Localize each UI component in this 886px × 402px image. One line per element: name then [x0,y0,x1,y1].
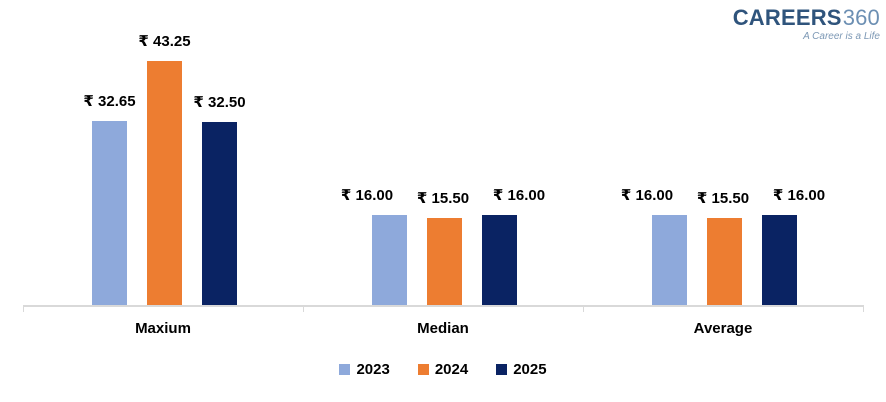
value-label-2024-average: ₹ 15.50 [696,190,750,207]
careers360-logo: CAREERS360 A Career is a Life [733,7,880,42]
logo-tagline: A Career is a Life [803,31,880,42]
logo-suffix-text: 360 [842,5,880,30]
value-label-2024-maxium: ₹ 43.25 [138,33,191,50]
legend-label-2023: 2023 [356,361,390,378]
category-label-maxium: Maxium [135,320,191,337]
legend-swatch-2023 [339,364,351,375]
value-label-2025-median: ₹ 16.00 [492,187,546,204]
chart-legend: 2023 2024 2025 [0,361,886,378]
legend-item-2024: 2024 [417,361,469,378]
axis-tick [303,305,304,312]
legend-item-2025: 2025 [496,361,547,378]
legend-swatch-2025 [496,364,508,375]
logo-brand-text: CAREERS [732,5,842,30]
value-label-2023-average: ₹ 16.00 [620,187,674,204]
axis-tick [583,305,584,312]
bar-2024-median [427,218,462,305]
legend-swatch-2024 [417,364,429,375]
bar-2023-average [652,215,687,305]
bar-2025-median [482,215,517,305]
bar-2023-median [372,215,407,305]
bar-2024-average [707,218,742,305]
axis-tick [23,305,24,312]
bar-2024-maxium [147,61,182,305]
axis-tick [863,305,864,312]
value-label-2025-maxium: ₹ 32.50 [193,94,246,111]
legend-label-2025: 2025 [513,361,547,378]
legend-item-2023: 2023 [339,361,390,378]
category-label-average: Average [693,320,753,337]
category-label-median: Median [417,320,469,337]
bar-2025-maxium [202,122,237,305]
value-label-2025-average: ₹ 16.00 [772,187,826,204]
bar-2023-maxium [92,121,127,305]
value-label-2024-median: ₹ 15.50 [416,190,470,207]
value-label-2023-median: ₹ 16.00 [340,187,394,204]
legend-label-2024: 2024 [434,361,469,378]
value-label-2023-maxium: ₹ 32.65 [83,93,136,110]
x-axis-line [23,305,864,307]
logo-wordmark: CAREERS360 [733,7,880,29]
bar-2025-average [762,215,797,305]
